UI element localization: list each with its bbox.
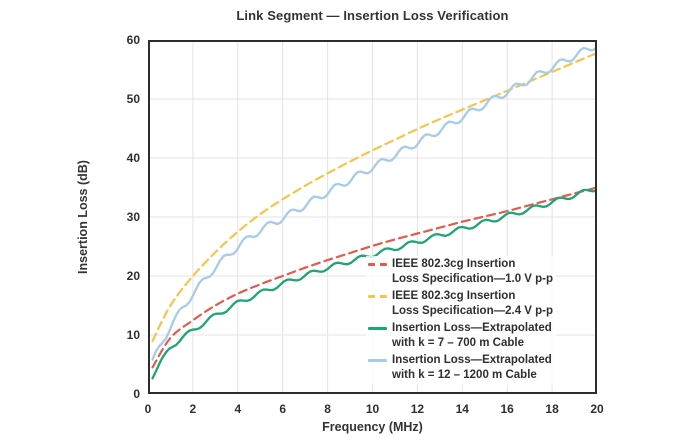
legend-label-line: Insertion Loss—Extrapolated [392, 354, 552, 366]
legend-item: IEEE 802.3cg Insertion Loss Specification… [368, 289, 553, 319]
x-tick-label: 6 [279, 402, 287, 416]
y-tick-label: 20 [126, 269, 140, 283]
x-tick-label: 12 [410, 402, 425, 416]
legend-solid-line-swatch [368, 327, 387, 330]
legend-item: IEEE 802.3cg Insertion Loss Specification… [368, 257, 553, 287]
x-axis-title: Frequency (MHz) [322, 420, 423, 434]
y-tick-label: 60 [126, 33, 140, 47]
series-line-0 [151, 186, 597, 369]
x-tick-label: 4 [234, 402, 242, 416]
legend-label-line: IEEE 802.3cg Insertion [392, 258, 516, 270]
legend-label: IEEE 802.3cg Insertion Loss Specification… [392, 257, 553, 287]
y-tick-label: 40 [126, 151, 140, 165]
legend-dashed-line-swatch [368, 263, 387, 266]
legend-label: Insertion Loss—Extrapolated with k = 12 –… [392, 353, 552, 383]
x-tick-label: 20 [590, 402, 604, 416]
legend-label-line: with k = 7 – 700 m Cable [392, 337, 524, 349]
y-axis-title: Insertion Loss (dB) [76, 160, 90, 274]
x-tick-label: 18 [545, 402, 559, 416]
y-tick-label: 30 [126, 210, 140, 224]
x-tick-label: 10 [365, 402, 380, 416]
legend-label-line: Loss Specification—2.4 V p-p [392, 305, 554, 317]
legend-dashed-line-swatch [368, 295, 387, 298]
y-tick-label: 10 [126, 328, 140, 342]
x-tick-label: 2 [189, 402, 197, 416]
legend-item: Insertion Loss—Extrapolated with k = 12 –… [368, 353, 553, 383]
y-tick-label: 0 [133, 387, 140, 401]
legend-solid-line-swatch [368, 359, 387, 362]
legend: IEEE 802.3cg Insertion Loss Specification… [366, 256, 557, 385]
legend-label-line: IEEE 802.3cg Insertion [392, 290, 516, 302]
x-tick-label: 14 [455, 402, 469, 416]
legend-label-line: with k = 12 – 1200 m Cable [392, 369, 537, 381]
legend-label: Insertion Loss—Extrapolated with k = 7 – … [392, 321, 552, 351]
series-line-3 [151, 45, 597, 361]
chart-title: Link Segment — Insertion Loss Verificati… [236, 8, 509, 23]
legend-item: Insertion Loss—Extrapolated with k = 7 – … [368, 321, 553, 351]
plot-border [148, 40, 597, 394]
legend-label-line: Loss Specification—1.0 V p-p [392, 273, 554, 285]
plot-area [148, 40, 597, 394]
series-line-1 [151, 51, 597, 342]
x-tick-label: 0 [144, 402, 152, 416]
legend-label-line: Insertion Loss—Extrapolated [392, 322, 552, 334]
y-tick-label: 50 [126, 92, 140, 106]
x-tick-label: 8 [324, 402, 331, 416]
x-tick-label: 16 [500, 402, 514, 416]
legend-label: IEEE 802.3cg Insertion Loss Specification… [392, 289, 553, 319]
